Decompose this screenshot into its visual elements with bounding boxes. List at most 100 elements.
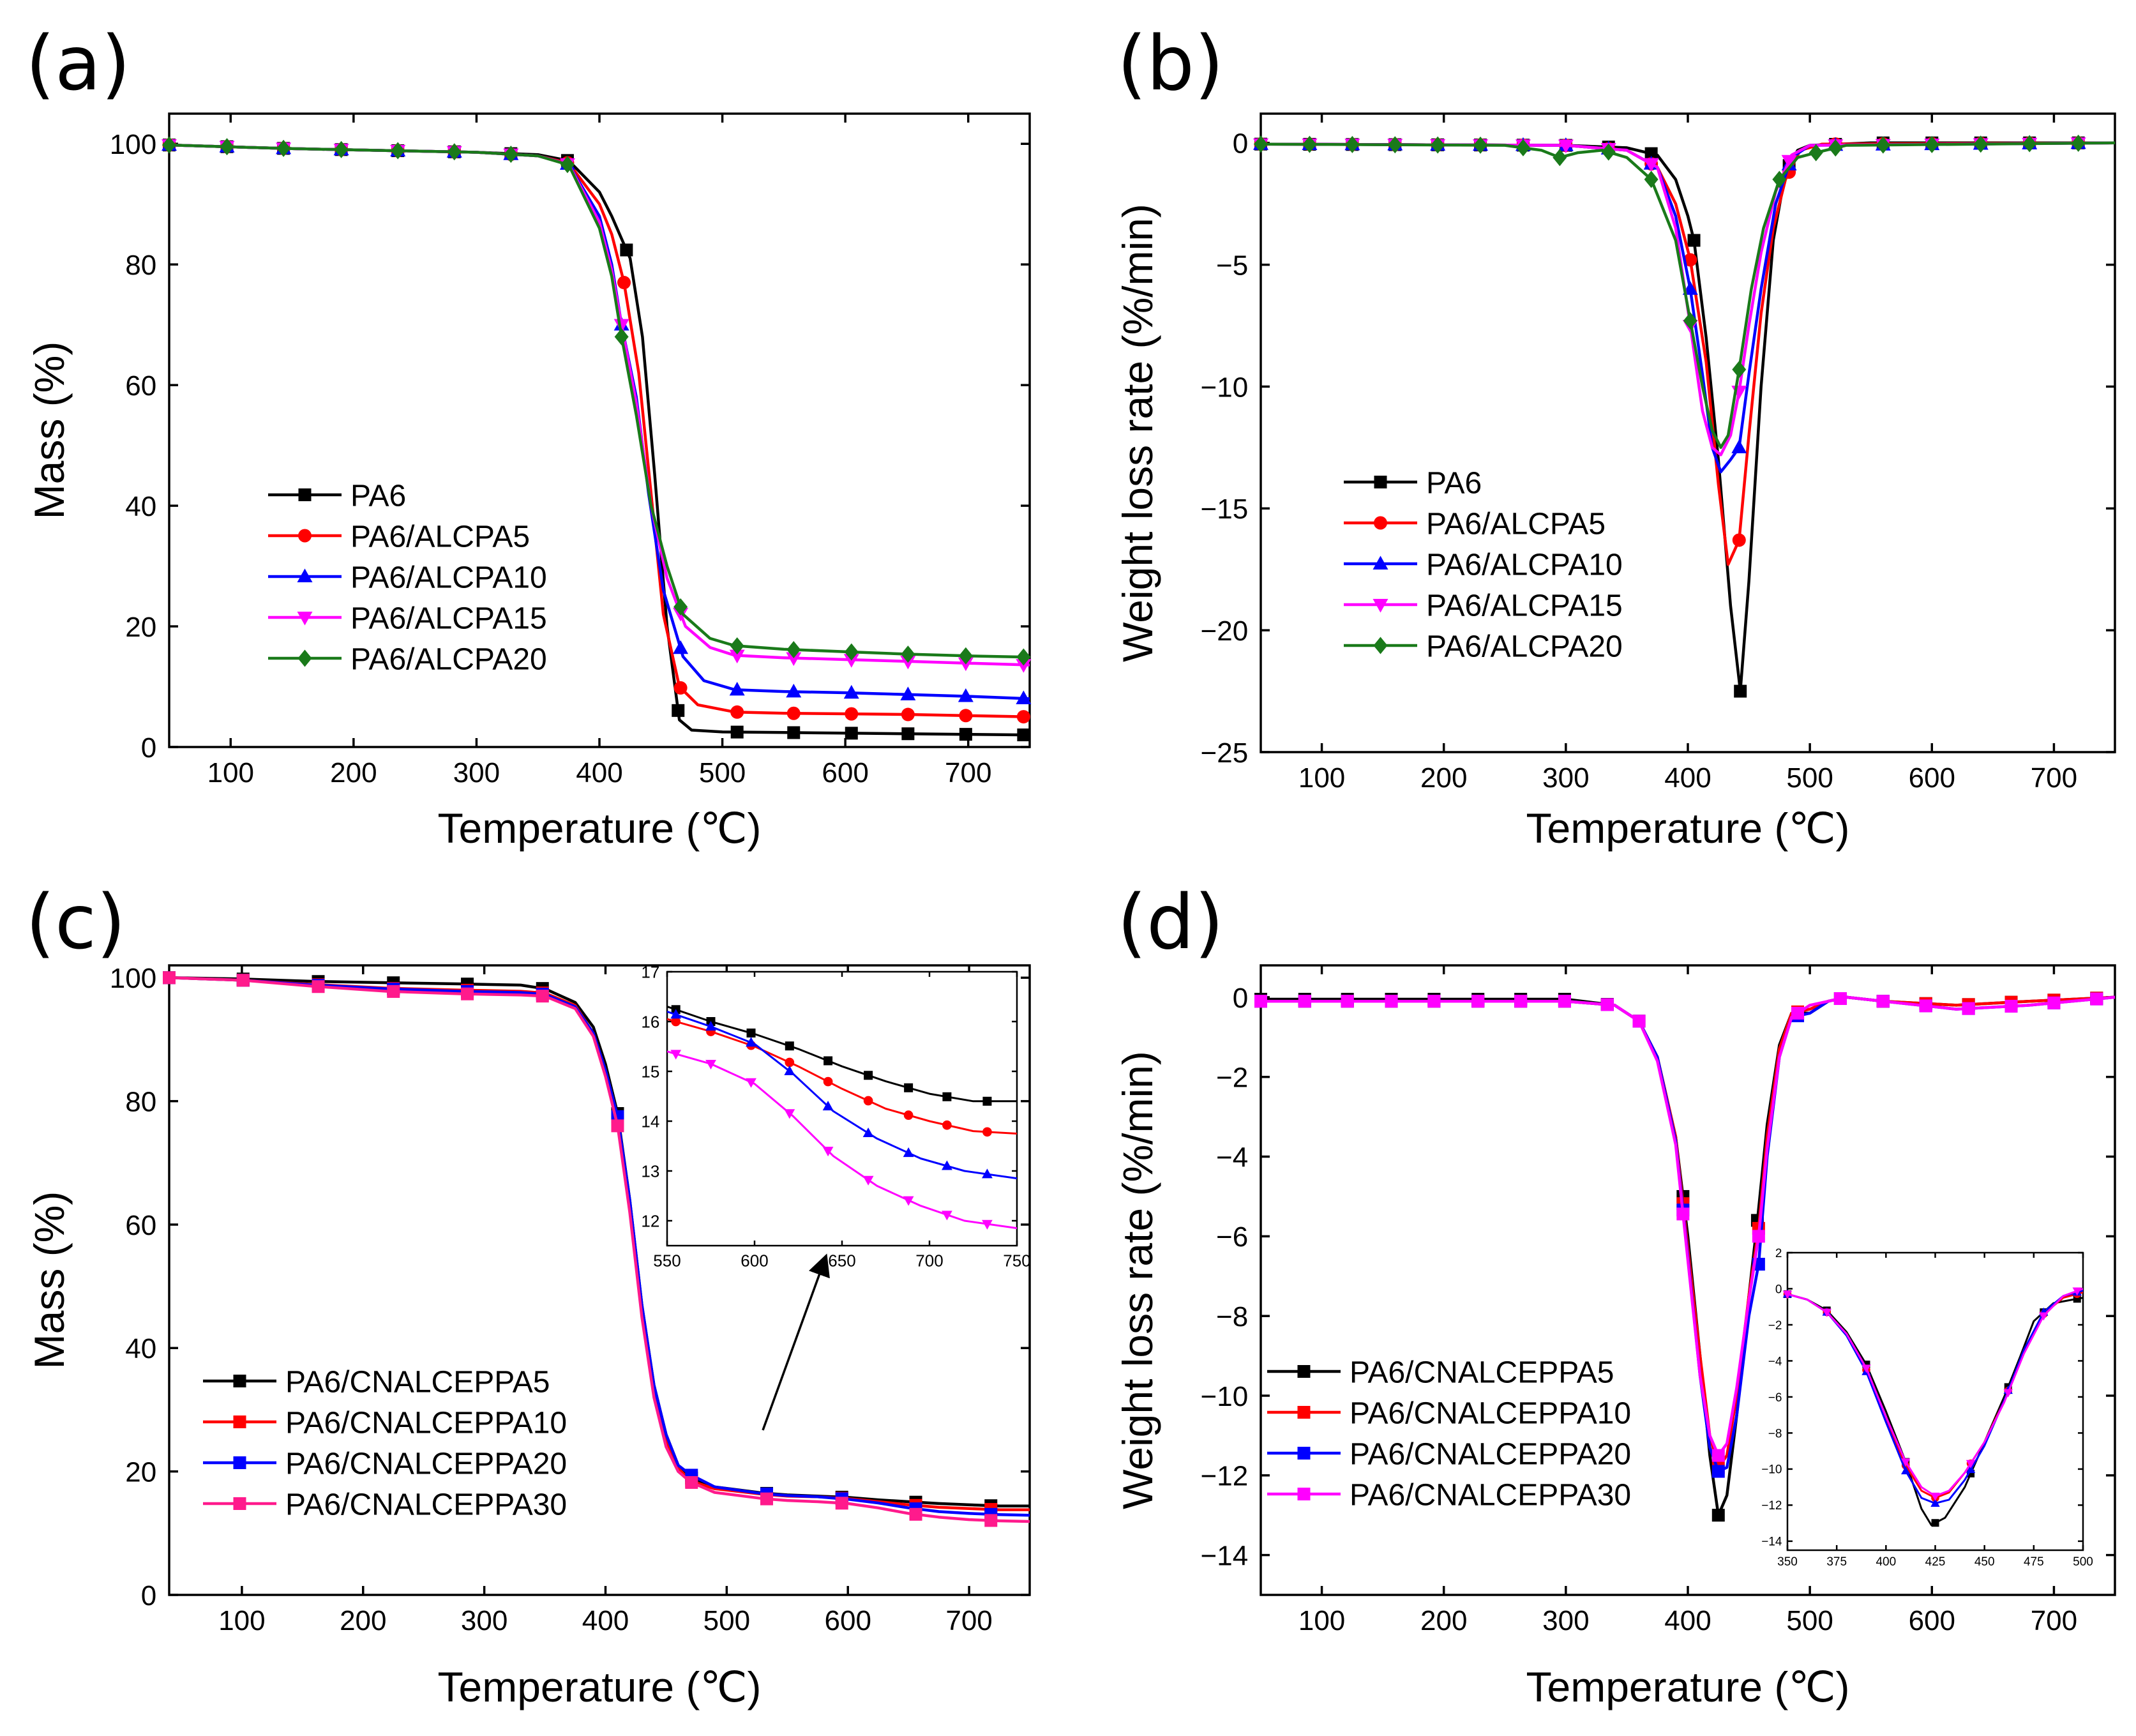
legend-marker	[233, 1497, 246, 1510]
x-axis-title: Temperature (℃)	[1526, 804, 1850, 852]
data-point	[1973, 135, 1988, 153]
data-point	[984, 1514, 998, 1527]
legend: PA6 PA6/ALCPA5 PA6/ALCPA10 PA6/ALCPA15 PA6/A…	[1344, 466, 1623, 663]
legend-marker	[1297, 1488, 1311, 1500]
legend-marker	[1373, 599, 1388, 613]
data-point	[1600, 998, 1614, 1011]
y-tick-label: 0	[1233, 128, 1248, 160]
inset-y-tick-label: −2	[1768, 1319, 1782, 1332]
data-point	[1711, 1509, 1725, 1522]
legend-marker	[297, 568, 313, 582]
y-tick-label: −20	[1201, 615, 1249, 647]
x-axis-title: Temperature (℃)	[438, 1663, 762, 1710]
inset-y-tick-label: −4	[1768, 1355, 1782, 1368]
data-point	[2090, 992, 2103, 1006]
legend-marker	[1297, 1447, 1311, 1460]
data-point	[1558, 139, 1574, 154]
inset-data-point	[862, 1175, 874, 1186]
data-point	[786, 641, 801, 659]
data-point	[2004, 999, 2018, 1013]
inset-data-point	[982, 1168, 993, 1179]
x-tick-label: 700	[2031, 762, 2077, 794]
data-point	[845, 707, 859, 721]
data-point	[1017, 728, 1030, 742]
x-axis-title: Temperature (℃)	[1526, 1663, 1850, 1710]
series-line	[169, 976, 1030, 1517]
data-point	[1644, 147, 1658, 160]
inset-data-point	[823, 1076, 833, 1087]
data-point	[730, 705, 744, 719]
data-point	[2047, 996, 2061, 1009]
data-point	[787, 726, 801, 739]
y-tick-label: 0	[141, 1580, 156, 1611]
data-point	[614, 328, 629, 346]
inset-y-tick-label: 14	[641, 1112, 659, 1131]
data-point	[786, 652, 802, 667]
data-point	[1734, 684, 1747, 698]
chart-panel-a: 100 200 300 400 500 600 700 0 20 40 60 80 100 Tempera…	[26, 112, 1032, 852]
data-point	[1016, 659, 1032, 673]
data-point	[672, 704, 685, 717]
legend-label: PA6/ALCPA10	[350, 561, 547, 594]
y-tick-label: −25	[1201, 737, 1249, 769]
data-point	[673, 681, 688, 695]
data-point	[1919, 999, 1932, 1013]
inset-data-point	[1966, 1460, 1976, 1468]
y-axis-title: Weight loss rate (%/min)	[1114, 1051, 1161, 1509]
y-tick-label: 60	[125, 1210, 156, 1241]
inset-y-tick-label: 13	[641, 1161, 659, 1181]
data-point	[1732, 361, 1747, 379]
x-tick-label: 700	[945, 757, 991, 789]
inset-y-tick-label: 16	[641, 1012, 659, 1031]
y-tick-label: 0	[141, 732, 156, 764]
data-point	[1711, 1465, 1725, 1478]
x-tick-label: 100	[1298, 1605, 1345, 1636]
x-tick-label: 500	[1786, 762, 1833, 794]
x-tick-label: 600	[825, 1605, 871, 1636]
y-tick-label: −8	[1216, 1301, 1248, 1332]
inset-data-point	[670, 1050, 682, 1060]
x-tick-label: 200	[330, 757, 377, 789]
inset-data-point	[746, 1037, 756, 1047]
inset-x-tick-label: 550	[653, 1251, 681, 1271]
y-tick-label: −12	[1201, 1461, 1249, 1492]
legend: PA6/CNALCEPPA5 PA6/CNALCEPPA10 PA6/CNALCEP…	[203, 1365, 567, 1521]
data-point	[1302, 135, 1317, 153]
legend-marker	[233, 1456, 246, 1469]
data-point	[536, 990, 549, 1003]
data-point	[162, 136, 176, 154]
data-point	[1016, 648, 1031, 666]
x-tick-label: 600	[1909, 1605, 1955, 1636]
inset-data-point	[746, 1028, 756, 1038]
data-point	[901, 645, 915, 663]
x-tick-label: 400	[1664, 1605, 1711, 1636]
y-tick-label: −6	[1216, 1221, 1248, 1253]
inset-x-tick-label: 500	[2073, 1555, 2093, 1569]
data-point	[1385, 995, 1398, 1008]
data-point	[1254, 995, 1267, 1008]
data-point	[611, 1119, 624, 1133]
data-point	[835, 1497, 848, 1510]
inset-y-tick-label: 12	[641, 1211, 659, 1230]
data-point	[461, 987, 474, 1000]
inset-data-point	[2072, 1287, 2082, 1296]
data-point	[613, 319, 629, 333]
data-point	[2022, 135, 2037, 153]
inset-x-tick-label: 425	[1925, 1555, 1946, 1569]
data-point	[1601, 143, 1616, 161]
data-point	[1833, 992, 1847, 1006]
data-point	[1732, 533, 1746, 547]
data-point	[1254, 135, 1268, 153]
inset-data-point	[705, 1021, 716, 1031]
legend: PA6/CNALCEPPA5 PA6/CNALCEPPA10 PA6/CNALCEP…	[1267, 1355, 1631, 1512]
data-point	[786, 683, 802, 698]
data-point	[843, 684, 859, 699]
legend-marker	[298, 529, 312, 543]
data-point	[1711, 1449, 1725, 1462]
series-line	[169, 143, 1030, 659]
x-tick-label: 100	[218, 1605, 265, 1636]
data-point	[276, 139, 291, 157]
inset-data-point	[942, 1120, 952, 1130]
data-point	[1687, 234, 1701, 247]
inset-x-tick-label: 700	[915, 1251, 943, 1271]
